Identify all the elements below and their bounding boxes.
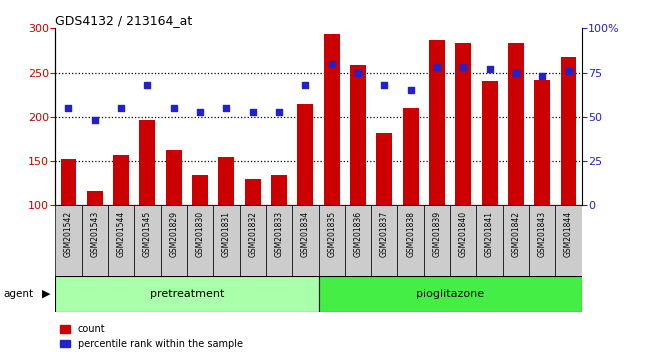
Bar (245, 179, 261, 205)
Point (195, 109, 205, 114)
Bar (324, 34, 339, 205)
Point (406, 87, 416, 93)
Text: GSM201836: GSM201836 (354, 211, 363, 257)
Text: GSM201545: GSM201545 (143, 211, 152, 257)
Bar (318, 205, 345, 276)
Point (432, 64, 442, 70)
Bar (482, 81, 497, 205)
Bar (529, 205, 556, 276)
Text: GSM201844: GSM201844 (564, 211, 573, 257)
Bar (456, 44, 471, 205)
Text: pretreatment: pretreatment (150, 289, 224, 299)
Point (458, 64, 469, 70)
Bar (508, 44, 524, 205)
Bar (298, 104, 313, 205)
Text: agent: agent (3, 289, 33, 299)
Bar (113, 155, 129, 205)
Bar (429, 40, 445, 205)
Text: GSM201834: GSM201834 (301, 211, 310, 257)
Text: ▶: ▶ (42, 289, 51, 299)
Bar (55, 276, 318, 312)
Text: GSM201832: GSM201832 (248, 211, 257, 257)
Bar (240, 205, 266, 276)
Bar (135, 205, 161, 276)
Bar (561, 57, 577, 205)
Bar (292, 205, 318, 276)
Bar (556, 205, 582, 276)
Point (142, 82, 153, 88)
Bar (108, 205, 135, 276)
Text: GSM201543: GSM201543 (90, 211, 99, 257)
Text: GSM201829: GSM201829 (169, 211, 178, 257)
Bar (345, 205, 371, 276)
Point (221, 105, 231, 111)
Text: GSM201542: GSM201542 (64, 211, 73, 257)
Point (511, 70, 521, 75)
Text: GSM201833: GSM201833 (274, 211, 283, 257)
Point (537, 73, 547, 79)
Text: GSM201838: GSM201838 (406, 211, 415, 257)
Point (116, 105, 126, 111)
Point (353, 70, 363, 75)
Bar (398, 205, 424, 276)
Text: GDS4132 / 213164_at: GDS4132 / 213164_at (55, 14, 192, 27)
Bar (376, 133, 392, 205)
Point (326, 61, 337, 67)
Bar (266, 205, 292, 276)
Bar (213, 205, 240, 276)
Bar (503, 205, 529, 276)
Point (274, 109, 284, 114)
Bar (271, 175, 287, 205)
Bar (161, 205, 187, 276)
Bar (450, 205, 476, 276)
Text: GSM201544: GSM201544 (116, 211, 125, 257)
Point (484, 66, 495, 72)
Text: GSM201831: GSM201831 (222, 211, 231, 257)
Bar (476, 205, 503, 276)
Text: GSM201835: GSM201835 (327, 211, 336, 257)
Point (379, 82, 389, 88)
Bar (534, 80, 550, 205)
Bar (371, 205, 398, 276)
Point (168, 105, 179, 111)
Bar (87, 191, 103, 205)
Bar (218, 156, 234, 205)
Bar (140, 120, 155, 205)
Bar (187, 205, 213, 276)
Bar (318, 276, 582, 312)
Point (564, 68, 574, 74)
Bar (166, 149, 181, 205)
Bar (403, 108, 419, 205)
Point (248, 109, 258, 114)
Text: GSM201840: GSM201840 (459, 211, 468, 257)
Text: GSM201839: GSM201839 (432, 211, 441, 257)
Text: GSM201842: GSM201842 (512, 211, 521, 257)
Point (90, 118, 100, 123)
Bar (82, 205, 108, 276)
Point (300, 82, 311, 88)
Text: pioglitazone: pioglitazone (416, 289, 484, 299)
Bar (424, 205, 450, 276)
Bar (192, 175, 208, 205)
Text: GSM201841: GSM201841 (485, 211, 494, 257)
Text: GSM201843: GSM201843 (538, 211, 547, 257)
Text: GSM201830: GSM201830 (196, 211, 205, 257)
Legend: count, percentile rank within the sample: count, percentile rank within the sample (60, 324, 242, 349)
Point (63, 105, 73, 111)
Bar (350, 65, 366, 205)
Bar (55, 205, 82, 276)
Text: GSM201837: GSM201837 (380, 211, 389, 257)
Bar (60, 159, 76, 205)
